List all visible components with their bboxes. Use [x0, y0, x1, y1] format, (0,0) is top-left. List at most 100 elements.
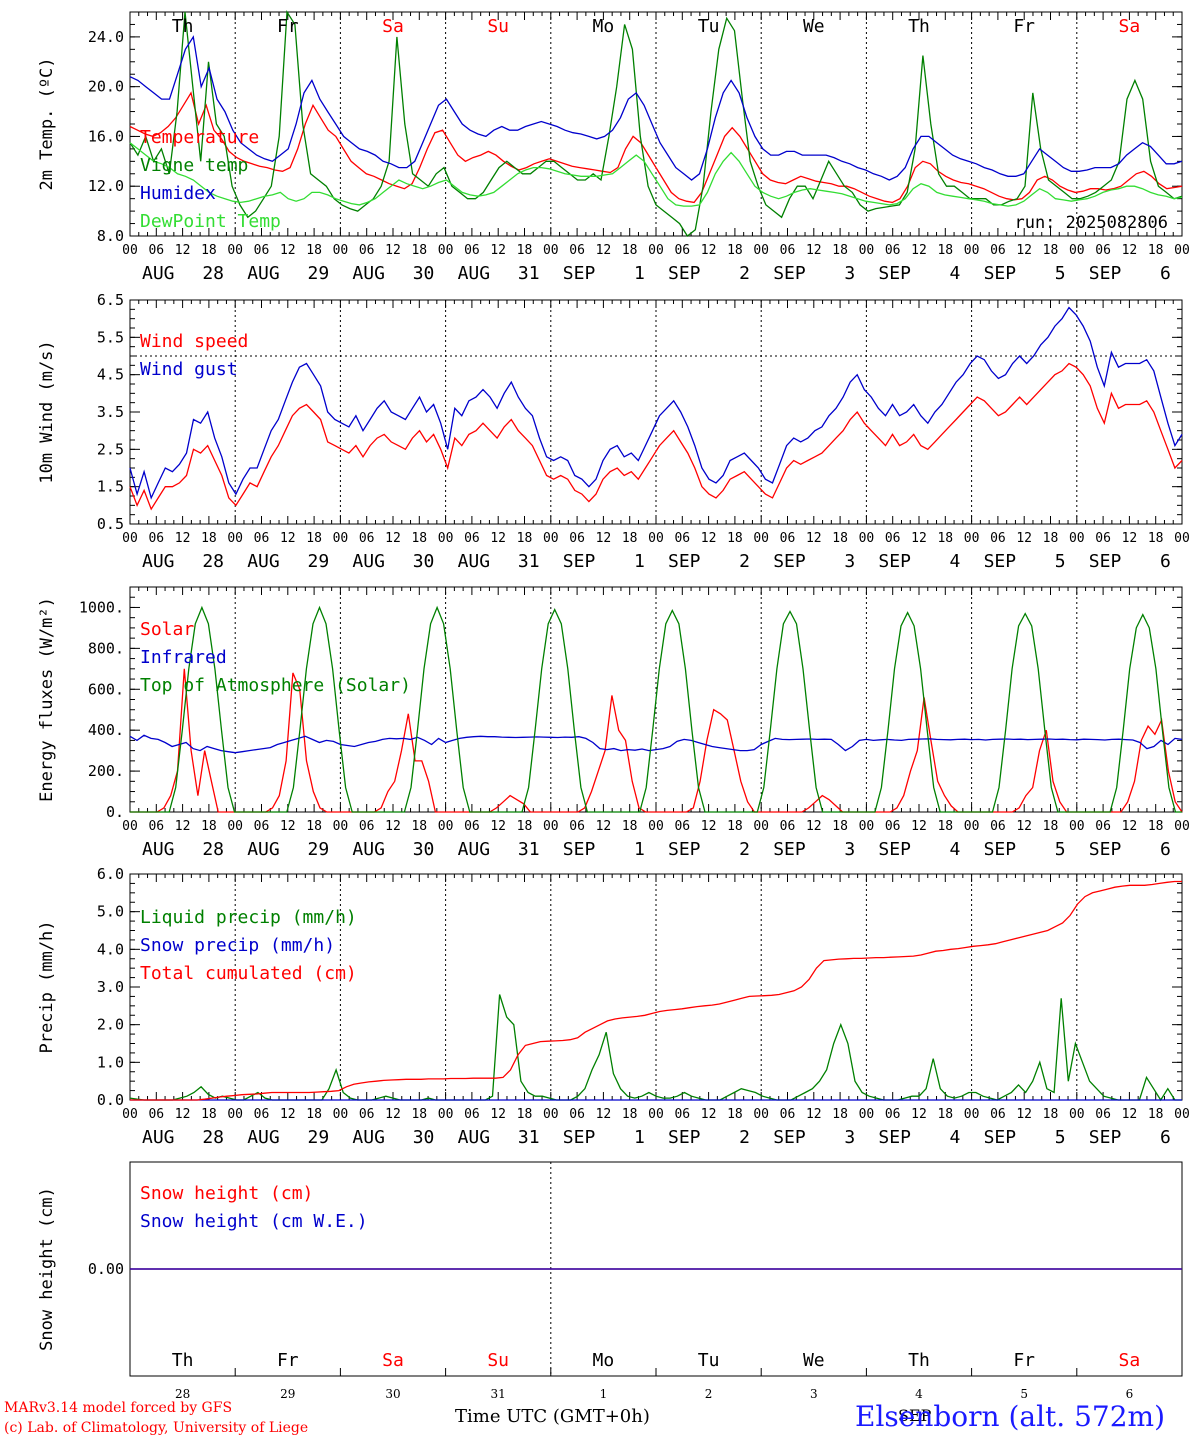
- date-day-label: 28: [202, 551, 224, 572]
- date-day-label: 4: [950, 551, 961, 572]
- hour-tick-label: 00: [122, 819, 138, 834]
- hour-tick-label: 00: [859, 243, 875, 258]
- hour-tick-label: 00: [227, 819, 243, 834]
- hour-tick-label: 00: [859, 1107, 875, 1122]
- hour-tick-label: 18: [727, 819, 743, 834]
- date-month-label: SEP: [563, 551, 596, 572]
- hour-tick-label: 00: [964, 531, 980, 546]
- hour-tick-label: 06: [464, 1107, 480, 1122]
- hour-tick-label: 06: [359, 1107, 375, 1122]
- y-tick-label: 0.0: [97, 1091, 124, 1109]
- legend-entry: Humidex: [140, 183, 216, 204]
- hour-tick-label: 06: [464, 531, 480, 546]
- hour-tick-label: 12: [280, 243, 296, 258]
- panel-4: 0.0 1.0 2.0 3.0 4.0 5.0 6.0 Precip (mm/h) Liquid…: [37, 865, 1190, 1148]
- hour-tick-label: 06: [569, 1107, 585, 1122]
- date-day-label: 30: [413, 839, 435, 860]
- date-day-label: 1: [634, 263, 645, 284]
- y-tick-label: 4.0: [97, 940, 124, 958]
- date-day-label: 1: [634, 551, 645, 572]
- day-of-week-label: Th: [172, 1350, 194, 1371]
- hour-tick-label: 18: [306, 1107, 322, 1122]
- hour-tick-label: 00: [964, 1107, 980, 1122]
- date-month-label: SEP: [878, 1127, 911, 1148]
- hour-tick-label: 12: [911, 243, 927, 258]
- date-day-label: 2: [739, 839, 750, 860]
- hour-tick-label: 12: [490, 243, 506, 258]
- date-month-label: AUG: [142, 839, 175, 860]
- date-day-label: 29: [308, 263, 330, 284]
- hour-tick-label: 12: [490, 819, 506, 834]
- y-tick-label: 1.5: [97, 478, 124, 496]
- hour-tick-label: 00: [648, 243, 664, 258]
- month-center-label: SEP: [898, 1406, 932, 1425]
- hour-tick-label: 06: [674, 1107, 690, 1122]
- date-month-label: SEP: [1089, 1127, 1122, 1148]
- hour-tick-label: 12: [280, 1107, 296, 1122]
- date-month-label: SEP: [878, 263, 911, 284]
- date-month-label: AUG: [142, 263, 175, 284]
- y-axis-label: Snow height (cm): [37, 1187, 57, 1351]
- day-of-week-label: Sa: [382, 16, 404, 37]
- series-line-3: [129, 35, 1183, 181]
- panel-1: 8.0 12.0 16.0 20.0 24.0 2m Temp. (ºC) Temperat…: [37, 9, 1190, 284]
- hour-tick-label: 06: [464, 819, 480, 834]
- date-month-label: SEP: [1089, 263, 1122, 284]
- day-of-week-label: Tu: [698, 16, 720, 37]
- date-month-label: SEP: [1089, 551, 1122, 572]
- date-month-label: SEP: [773, 263, 806, 284]
- hour-tick-label: 18: [832, 1107, 848, 1122]
- hour-tick-label: 18: [937, 1107, 953, 1122]
- hour-tick-label: 18: [832, 819, 848, 834]
- day-of-week-label: Fr: [1013, 16, 1035, 37]
- y-tick-label: 3.0: [97, 978, 124, 996]
- date-month-label: AUG: [352, 551, 385, 572]
- day-number-label: 5: [1020, 1387, 1028, 1401]
- date-day-label: 31: [518, 1127, 540, 1148]
- date-day-label: 3: [844, 839, 855, 860]
- date-month-label: SEP: [668, 1127, 701, 1148]
- run-annotation: run: 2025082806: [1014, 213, 1168, 233]
- model-credit: MARv3.14 model forced by GFS: [4, 1400, 233, 1416]
- date-day-label: 6: [1160, 839, 1171, 860]
- date-day-label: 3: [844, 1127, 855, 1148]
- hour-tick-label: 18: [1043, 243, 1059, 258]
- date-day-label: 6: [1160, 551, 1171, 572]
- hour-tick-label: 00: [438, 243, 454, 258]
- date-day-label: 5: [1055, 263, 1066, 284]
- hour-tick-label: 00: [1174, 819, 1190, 834]
- hour-tick-label: 00: [227, 531, 243, 546]
- date-day-label: 2: [739, 1127, 750, 1148]
- y-tick-label: 5.0: [97, 903, 124, 921]
- day-number-label: 2: [705, 1387, 713, 1401]
- hour-tick-label: 12: [596, 531, 612, 546]
- day-of-week-label: Su: [487, 1350, 509, 1371]
- hour-tick-label: 18: [1148, 531, 1164, 546]
- hour-tick-label: 00: [227, 1107, 243, 1122]
- hour-tick-label: 06: [254, 243, 270, 258]
- date-day-label: 3: [844, 551, 855, 572]
- legend-entry: Top of Atmosphere (Solar): [140, 675, 411, 696]
- date-month-label: SEP: [563, 263, 596, 284]
- legend-entry: Solar: [140, 619, 194, 640]
- date-month-label: SEP: [668, 263, 701, 284]
- date-month-label: AUG: [247, 551, 280, 572]
- hour-tick-label: 12: [806, 243, 822, 258]
- date-month-label: AUG: [142, 1127, 175, 1148]
- hour-tick-label: 06: [148, 531, 164, 546]
- y-axis-label: Precip (mm/h): [37, 920, 57, 1053]
- hour-tick-label: 06: [1095, 243, 1111, 258]
- date-month-label: SEP: [668, 551, 701, 572]
- date-day-label: 29: [308, 551, 330, 572]
- y-tick-label: 1000.: [79, 598, 124, 616]
- hour-tick-label: 06: [359, 819, 375, 834]
- hour-tick-label: 00: [543, 243, 559, 258]
- date-day-label: 2: [739, 263, 750, 284]
- legend-entry: Wind gust: [140, 359, 238, 380]
- hour-tick-label: 12: [1016, 243, 1032, 258]
- y-tick-label: 6.5: [97, 291, 124, 309]
- date-day-label: 30: [413, 1127, 435, 1148]
- date-month-label: SEP: [773, 839, 806, 860]
- series-line-4: [129, 142, 1183, 207]
- hour-tick-label: 12: [1122, 531, 1138, 546]
